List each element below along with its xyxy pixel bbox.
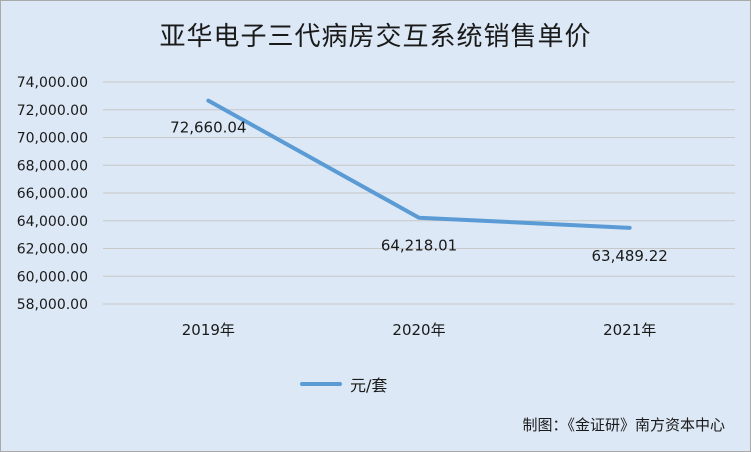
x-tick-label: 2021年 bbox=[603, 321, 656, 339]
y-tick-label: 72,000.00 bbox=[17, 103, 88, 119]
x-tick-label: 2019年 bbox=[182, 321, 235, 339]
chart-title: 亚华电子三代病房交互系统销售单价 bbox=[159, 22, 592, 52]
y-tick-label: 60,000.00 bbox=[17, 269, 88, 285]
data-label: 64,218.01 bbox=[381, 237, 457, 255]
data-label: 63,489.22 bbox=[591, 247, 667, 265]
y-tick-label: 64,000.00 bbox=[17, 214, 88, 230]
legend-line-swatch bbox=[300, 382, 342, 386]
legend: 元/套 bbox=[300, 373, 387, 395]
credit-text: 制图：《金证研》南方资本中心 bbox=[522, 416, 725, 434]
series-line bbox=[206, 98, 632, 230]
y-tick-label: 58,000.00 bbox=[17, 297, 88, 313]
series-lines bbox=[206, 98, 632, 230]
y-tick-label: 68,000.00 bbox=[17, 158, 88, 174]
y-axis-tick-labels: 58,000.00 60,000.00 62,000.00 64,000.00 66,0… bbox=[17, 75, 88, 313]
data-labels: 72,660.04 64,218.01 63,489.22 bbox=[170, 119, 668, 265]
data-label: 72,660.04 bbox=[170, 119, 246, 137]
legend-label: 元/套 bbox=[350, 376, 388, 395]
y-tick-label: 62,000.00 bbox=[17, 242, 88, 258]
gridlines bbox=[103, 81, 735, 305]
y-tick-label: 66,000.00 bbox=[17, 186, 88, 202]
x-axis-tick-labels: 2019年 2020年 2021年 bbox=[182, 321, 657, 339]
x-tick-label: 2020年 bbox=[392, 321, 445, 339]
y-tick-label: 70,000.00 bbox=[17, 131, 88, 147]
y-tick-label: 74,000.00 bbox=[17, 75, 88, 91]
